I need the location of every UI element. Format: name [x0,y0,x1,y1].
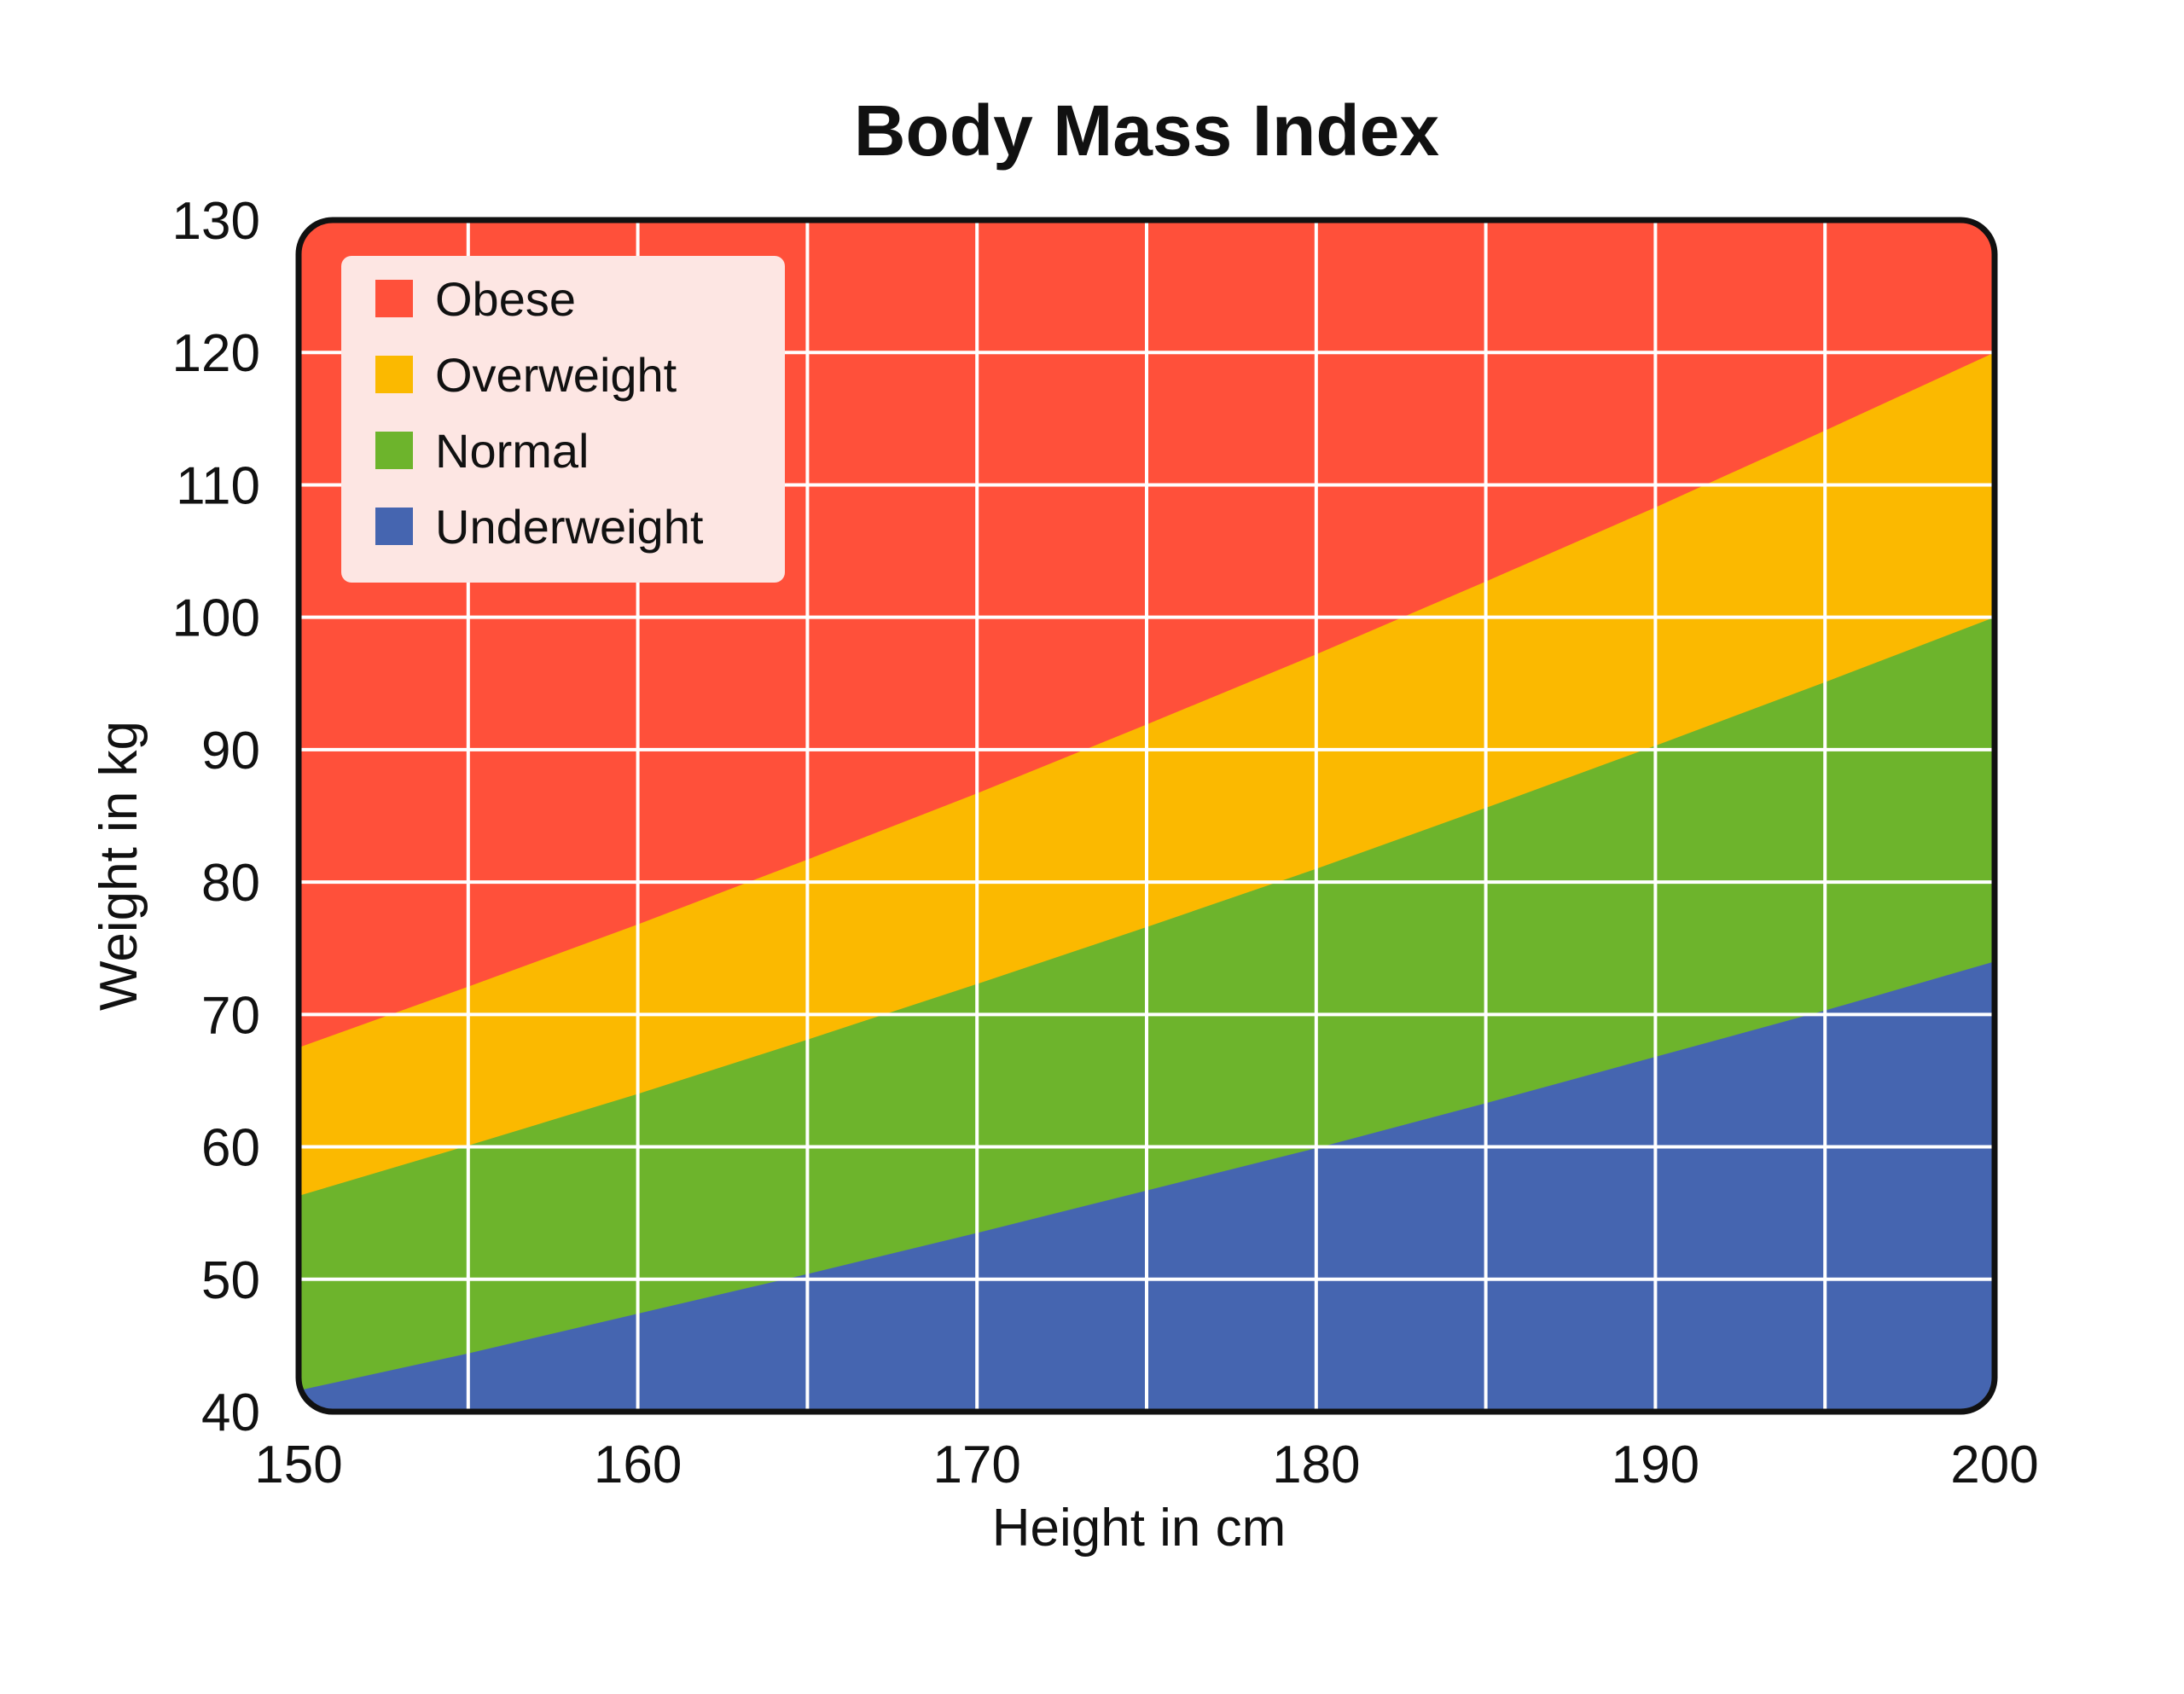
y-tick-label: 60 [201,1119,260,1178]
y-tick-label: 80 [201,854,260,913]
y-tick-label: 90 [201,722,260,780]
legend-label-underweight: Underweight [435,500,704,554]
legend-swatch-obese [375,280,413,317]
legend-box [341,256,785,583]
x-tick-label: 190 [1612,1436,1699,1494]
chart-title: Body Mass Index [854,90,1439,171]
y-tick-label: 50 [201,1251,260,1310]
legend-swatch-underweight [375,508,413,545]
y-tick-label: 120 [172,324,260,383]
legend-swatch-overweight [375,356,413,393]
x-tick-label: 200 [1950,1436,2038,1494]
x-tick-label: 160 [594,1436,682,1494]
plot-border [295,217,1998,1415]
y-tick-label: 70 [201,986,260,1045]
x-axis-label: Height in cm [992,1499,1287,1558]
x-axis-ticks: 150 160 170 180 190 200 [254,1436,2038,1494]
legend-label-normal: Normal [435,424,589,478]
y-tick-label: 130 [172,192,260,251]
legend: Obese Overweight Normal Underweight [341,256,785,583]
y-axis-label: Weight in kg [90,721,148,1011]
y-tick-label: 100 [172,589,260,648]
legend-label-obese: Obese [435,272,576,326]
legend-label-overweight: Overweight [435,348,677,402]
y-tick-label: 110 [176,456,260,515]
x-tick-label: 180 [1272,1436,1360,1494]
legend-swatch-normal [375,432,413,469]
x-tick-label: 170 [932,1436,1020,1494]
y-axis-ticks: 40 50 60 70 80 90 100 110 120 130 [172,192,260,1442]
y-tick-label: 40 [201,1384,260,1442]
x-tick-label: 150 [254,1436,342,1494]
